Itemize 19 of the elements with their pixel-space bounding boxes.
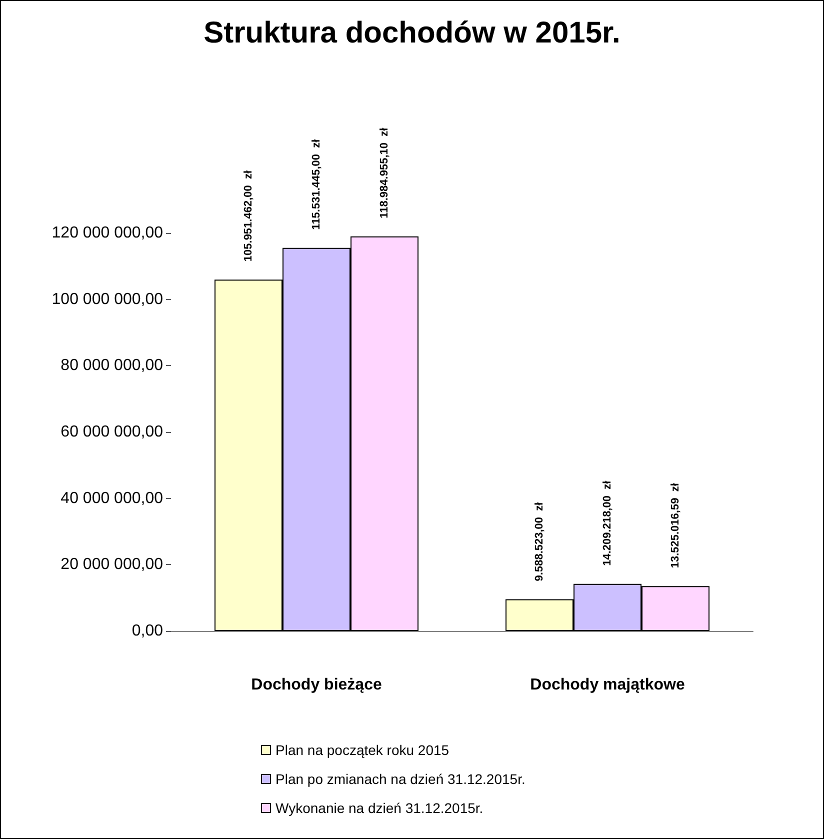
y-tick-label: 60 000 000,00 — [60, 424, 164, 440]
data-label: 105.951.462,00 zł — [242, 170, 254, 262]
legend-label: Plan na początek roku 2015 — [276, 742, 450, 758]
y-tick-label: 20 000 000,00 — [60, 556, 164, 574]
y-tick-label: 40 000 000,00 — [60, 490, 164, 507]
data-label: 9.588.523,00 zł — [534, 502, 546, 582]
data-label: 14.209.218,00 zł — [602, 480, 614, 566]
data-label: 118.984.955,10 zł — [378, 128, 390, 218]
data-label: 115.531.445,00 zł — [310, 139, 322, 230]
legend-label: Plan po zmianach na dzień 31.12.2015r. — [276, 771, 526, 787]
x-tick-label: Dochody majątkowe — [530, 676, 685, 694]
y-tick-label: 100 000 000,00 — [52, 290, 164, 308]
chart-title: Struktura dochodów w 2015r. — [204, 16, 620, 50]
legend-label: Wykonanie na dzień 31.12.2015r. — [276, 800, 484, 816]
y-tick-label: 0,00 — [132, 622, 164, 640]
y-tick-label: 120 000 000,00 — [52, 224, 164, 242]
y-tick-label: 80 000 000,00 — [60, 357, 164, 374]
data-label: 13.525.016,59 zł — [670, 483, 682, 568]
x-tick-label: Dochody bieżące — [251, 676, 382, 694]
